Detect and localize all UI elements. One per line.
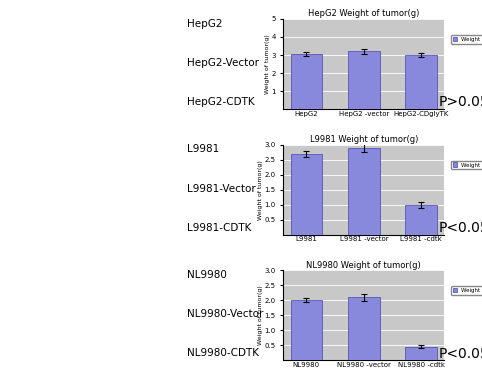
Text: L9981: L9981 bbox=[187, 144, 220, 155]
Title: NL9980 Weight of tumor(g): NL9980 Weight of tumor(g) bbox=[307, 261, 421, 270]
Text: P<0.05: P<0.05 bbox=[439, 347, 482, 361]
Legend: Weight of tumor(g): Weight of tumor(g) bbox=[451, 287, 482, 295]
Bar bbox=[291, 154, 322, 235]
Title: L9981 Weight of tumor(g): L9981 Weight of tumor(g) bbox=[309, 135, 418, 144]
Title: HepG2 Weight of tumor(g): HepG2 Weight of tumor(g) bbox=[308, 9, 419, 18]
Y-axis label: Weight of tumor(g): Weight of tumor(g) bbox=[265, 34, 270, 94]
Text: NL9980-CDTK: NL9980-CDTK bbox=[187, 348, 259, 358]
Legend: Weight of tumor(g): Weight of tumor(g) bbox=[451, 35, 482, 43]
Y-axis label: Weight of tumor(g): Weight of tumor(g) bbox=[258, 285, 263, 345]
Text: L9981-CDTK: L9981-CDTK bbox=[187, 222, 252, 233]
Bar bbox=[405, 347, 437, 360]
Bar bbox=[348, 51, 380, 109]
Text: NL9980-Vector: NL9980-Vector bbox=[187, 309, 264, 319]
Bar bbox=[348, 297, 380, 360]
Text: HepG2-Vector: HepG2-Vector bbox=[187, 58, 259, 68]
Bar bbox=[291, 54, 322, 109]
Bar bbox=[348, 148, 380, 235]
Y-axis label: Weight of tumor(g): Weight of tumor(g) bbox=[258, 160, 263, 219]
Text: HepG2: HepG2 bbox=[187, 19, 223, 29]
Text: P>0.05: P>0.05 bbox=[439, 95, 482, 109]
Bar bbox=[405, 205, 437, 235]
Text: HepG2-CDTK: HepG2-CDTK bbox=[187, 97, 255, 107]
Text: P<0.05: P<0.05 bbox=[439, 221, 482, 235]
Bar bbox=[405, 55, 437, 109]
Bar bbox=[291, 300, 322, 360]
Text: L9981-Vector: L9981-Vector bbox=[187, 184, 256, 193]
Text: NL9980: NL9980 bbox=[187, 270, 227, 280]
Legend: Weight of tumor(g): Weight of tumor(g) bbox=[451, 161, 482, 169]
